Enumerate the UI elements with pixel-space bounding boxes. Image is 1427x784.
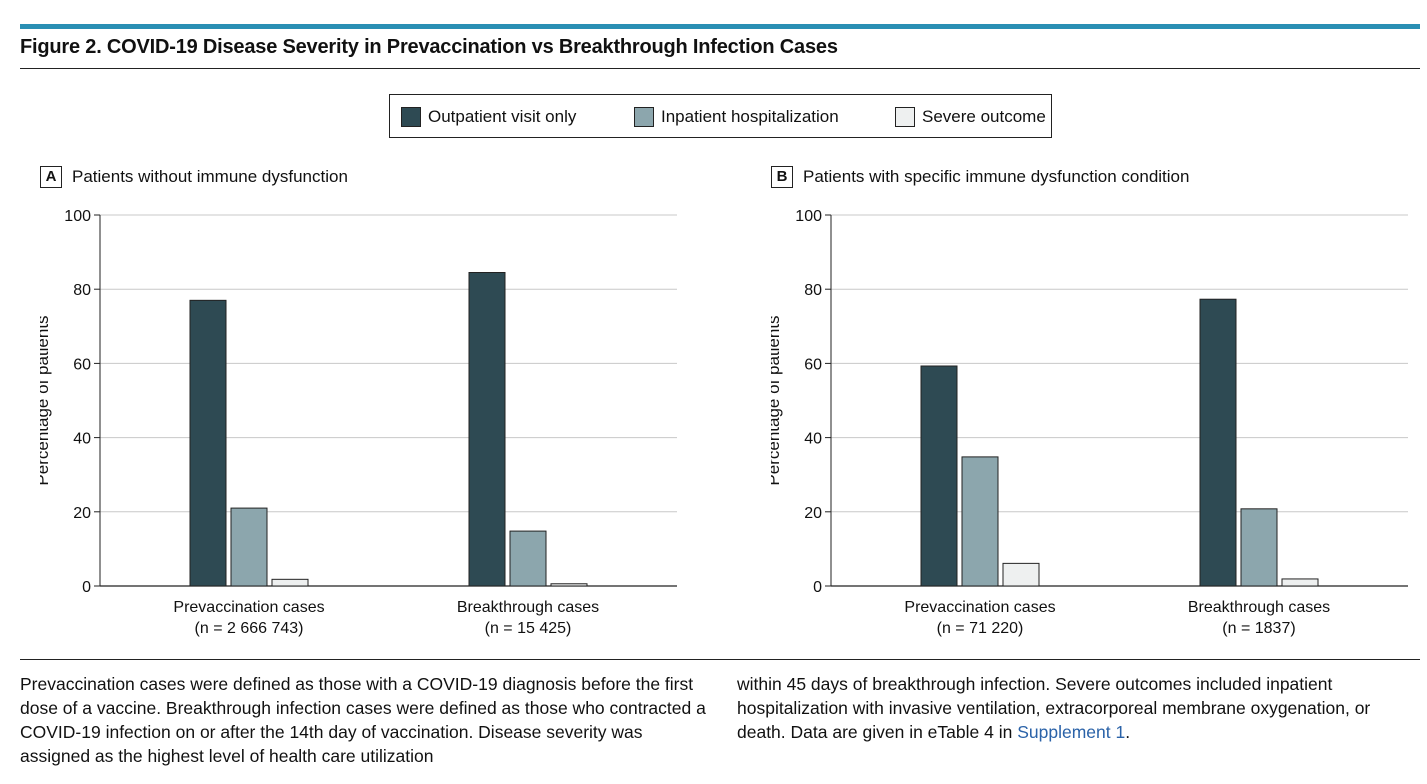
bar-severe [1002, 562, 1040, 587]
legend-item-outpatient: Outpatient visit only [401, 106, 576, 128]
panel-title: Patients without immune dysfunction [72, 167, 348, 186]
caption-text: within 45 days of breakthrough infection… [737, 674, 1371, 742]
y-tick-label: 100 [64, 208, 91, 225]
legend-label: Severe outcome [922, 107, 1046, 126]
y-tick-label: 80 [73, 282, 91, 299]
chart-a-svg: 0 20 40 60 80 100 Percentage of patients Prevac… [40, 208, 677, 637]
title-rule [20, 68, 1420, 69]
x-category-label: Prevaccination cases [904, 599, 1055, 616]
legend-label: Inpatient hospitalization [661, 107, 839, 126]
panel-letter: B [771, 166, 793, 188]
top-accent-bar [20, 24, 1420, 29]
figure-title: Figure 2. COVID-19 Disease Severity in P… [20, 36, 838, 58]
bar-severe [271, 578, 309, 587]
y-tick-label: 100 [795, 208, 822, 225]
legend-item-inpatient: Inpatient hospitalization [634, 106, 839, 128]
caption-left: Prevaccination cases were defined as tho… [20, 674, 706, 766]
y-tick-label: 20 [73, 505, 91, 522]
panel-title: Patients with specific immune dysfunctio… [803, 167, 1190, 186]
y-tick-label: 60 [804, 356, 822, 373]
bar-severe [1281, 578, 1319, 587]
bar-inpatient [1240, 508, 1278, 587]
y-tick-label: 60 [73, 356, 91, 373]
y-tick-label: 80 [804, 282, 822, 299]
bar-outpatient [189, 299, 227, 587]
x-category-sublabel: (n = 2 666 743) [195, 620, 304, 637]
legend-label: Outpatient visit only [428, 107, 577, 126]
y-tick-label: 0 [813, 579, 822, 596]
bar-severe [550, 583, 588, 587]
legend: Outpatient visit only Inpatient hospital… [389, 94, 1052, 138]
bar-inpatient [961, 456, 999, 587]
caption-right: within 45 days of breakthrough infection… [737, 672, 1417, 744]
x-category-label: Prevaccination cases [173, 599, 324, 616]
chart-b-svg: 0 20 40 60 80 100 Percentage of patients Prevac… [771, 208, 1408, 637]
x-category-sublabel: (n = 1837) [1222, 620, 1295, 637]
panel-letter: A [40, 166, 62, 188]
supplement-link[interactable]: Supplement 1 [1017, 722, 1126, 742]
caption-rule [20, 659, 1420, 660]
x-category-sublabel: (n = 71 220) [937, 620, 1024, 637]
y-axis-label: Percentage of patients [771, 315, 783, 485]
panel-a: A Patients without immune dysfunction 0 2… [40, 160, 740, 650]
legend-swatch-outpatient [401, 107, 421, 127]
x-category-label: Breakthrough cases [1188, 599, 1330, 616]
bar-outpatient [920, 365, 958, 587]
panel-b-label: B Patients with specific immune dysfunct… [771, 166, 1189, 188]
bar-inpatient [230, 507, 268, 587]
y-tick-label: 20 [804, 505, 822, 522]
y-axis-label: Percentage of patients [40, 315, 52, 485]
y-tick-label: 40 [804, 431, 822, 448]
x-category-label: Breakthrough cases [457, 599, 599, 616]
y-tick-label: 40 [73, 431, 91, 448]
caption-text-end: . [1125, 722, 1131, 742]
legend-swatch-inpatient [634, 107, 654, 127]
bar-outpatient [1199, 298, 1237, 587]
bar-inpatient [509, 530, 547, 587]
panel-a-label: A Patients without immune dysfunction [40, 166, 348, 188]
bar-outpatient [468, 272, 506, 587]
legend-item-severe: Severe outcome [895, 106, 1046, 128]
y-tick-label: 0 [82, 579, 91, 596]
panel-b: B Patients with specific immune dysfunct… [771, 160, 1427, 650]
legend-swatch-severe [895, 107, 915, 127]
x-category-sublabel: (n = 15 425) [485, 620, 572, 637]
